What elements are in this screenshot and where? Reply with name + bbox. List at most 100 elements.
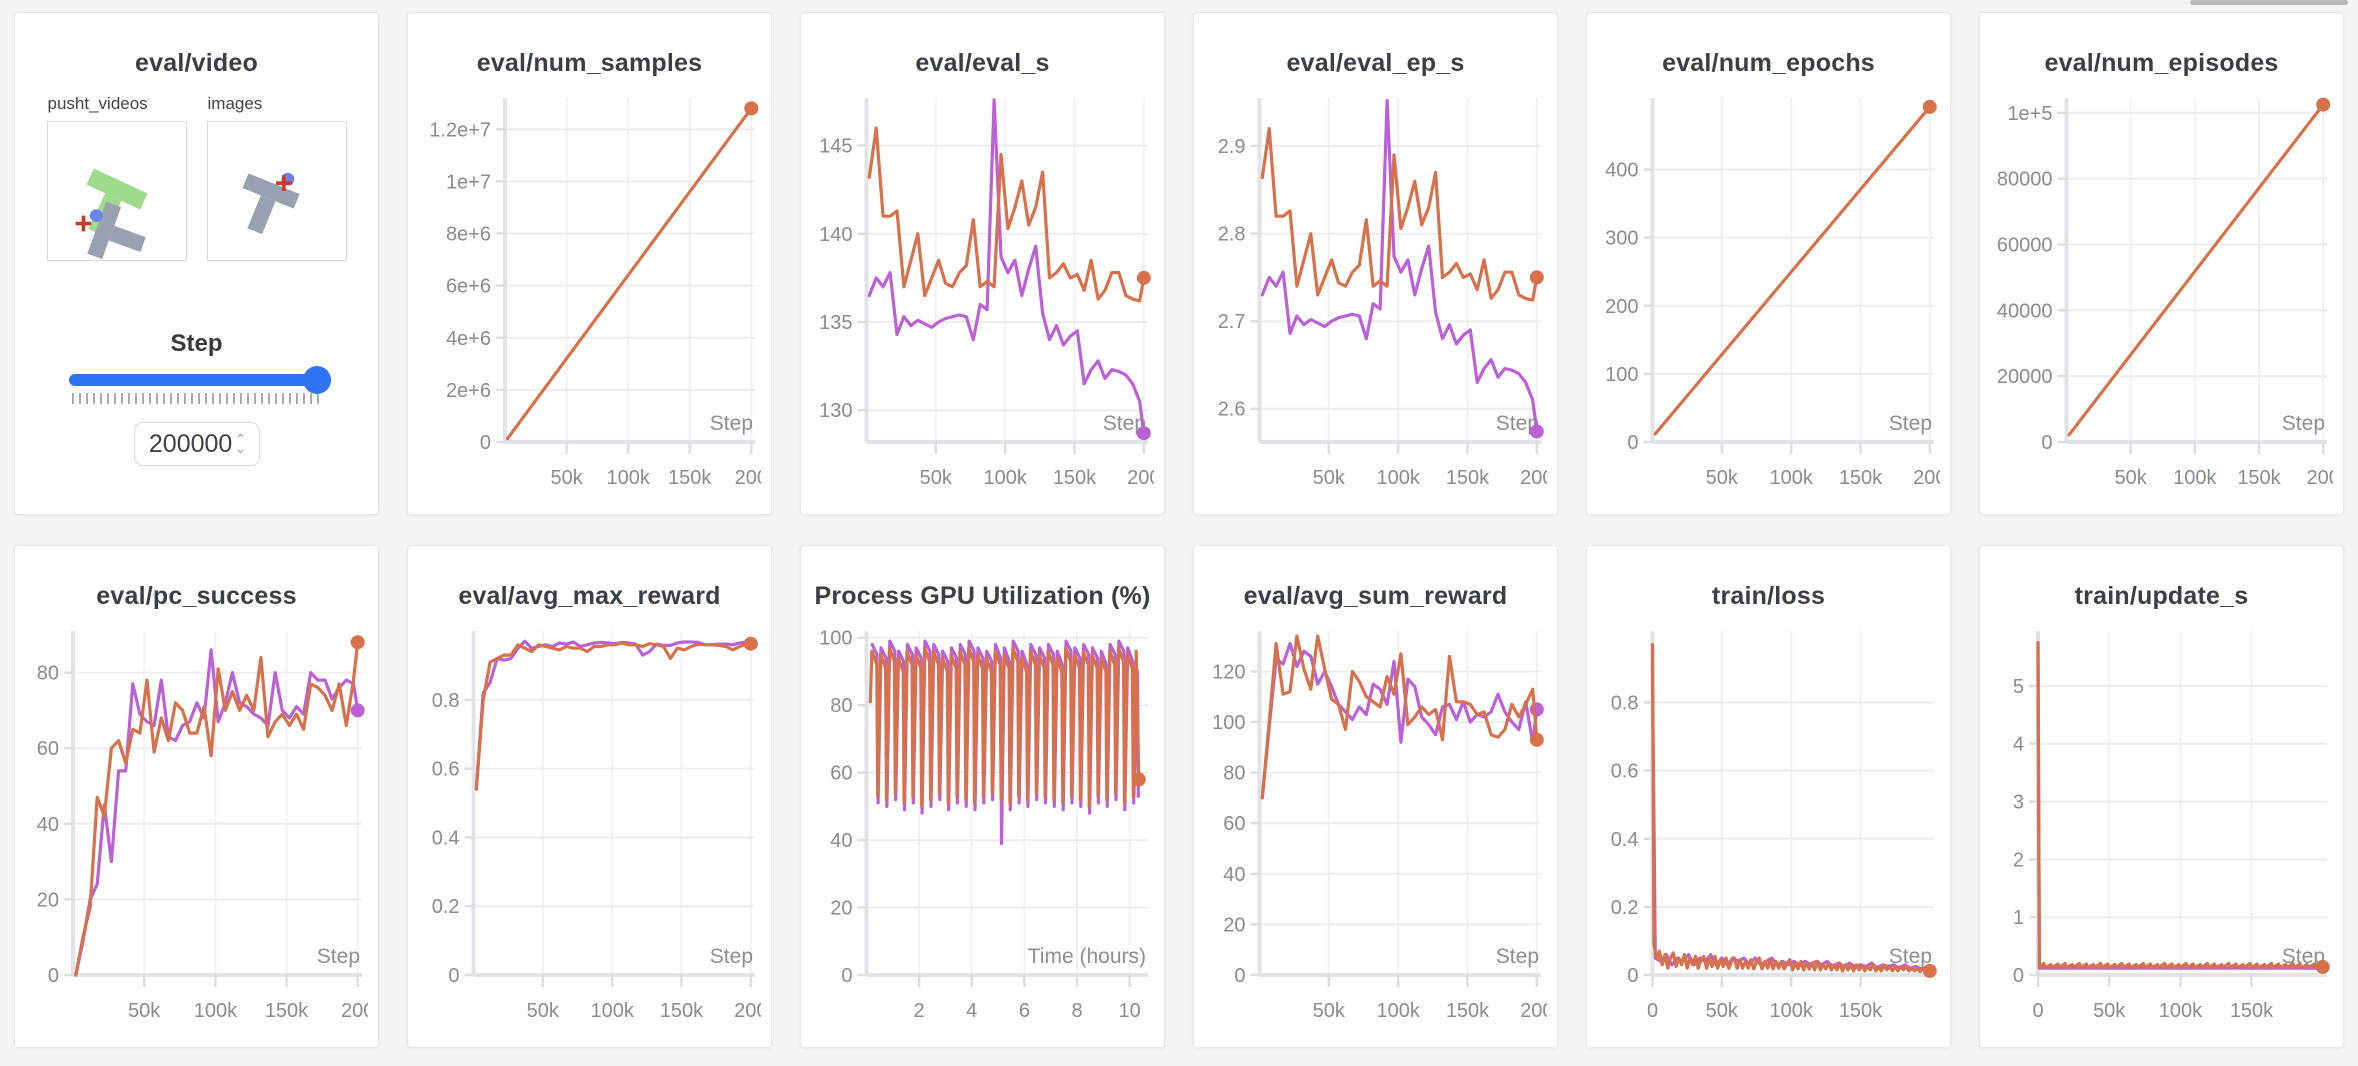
svg-text:100: 100 (1605, 364, 1638, 386)
svg-text:0: 0 (841, 965, 852, 987)
chart-title: train/loss (1711, 582, 1826, 610)
svg-text:0.4: 0.4 (432, 827, 460, 849)
chart-title: train/update_s (2074, 582, 2249, 610)
pusht-video-thumbnail[interactable] (46, 121, 187, 261)
svg-text:300: 300 (1605, 228, 1638, 250)
panel-train-loss: train/loss 0 0.2 0.4 0.6 0.8 0 50k 100k 150k Step (1586, 545, 1951, 1048)
pusht-block-t-shape (86, 201, 146, 260)
panel-eval-avg-sum-reward: eval/avg_sum_reward 0 20 40 60 80 100 120 50k 10… (1193, 545, 1558, 1048)
svg-text:4: 4 (2013, 734, 2024, 756)
eval-num-episodes-chart[interactable]: 0 20000 40000 60000 80000 1e+5 50k 100k 150k 200 S… (1990, 84, 2333, 496)
svg-text:100k: 100k (591, 1000, 635, 1022)
svg-text:Step: Step (1103, 412, 1146, 435)
svg-text:150k: 150k (1053, 467, 1097, 489)
process-gpu-utilization-chart[interactable]: 0 20 40 60 80 100 2 4 6 8 10 Time (hours) (811, 617, 1154, 1029)
svg-text:0.2: 0.2 (432, 896, 460, 918)
stepper-up-icon[interactable]: ⌃ (234, 431, 247, 447)
svg-text:50k: 50k (1313, 1000, 1346, 1022)
svg-text:150k: 150k (1446, 1000, 1490, 1022)
chart-title: eval/eval_ep_s (1286, 49, 1465, 77)
images-thumbnail[interactable] (206, 121, 347, 261)
svg-text:6e+6: 6e+6 (446, 276, 491, 298)
svg-text:50k: 50k (1706, 467, 1739, 489)
svg-text:0: 0 (1647, 1000, 1658, 1022)
train-loss-chart[interactable]: 0 0.2 0.4 0.6 0.8 0 50k 100k 150k Step (1597, 617, 1940, 1029)
svg-text:6: 6 (1019, 1000, 1030, 1022)
svg-text:60: 60 (1223, 813, 1245, 835)
svg-text:200: 200 (734, 1000, 761, 1022)
panel-eval-num-epochs: eval/num_epochs 0 100 200 300 400 50k 100k 150k… (1586, 12, 1951, 515)
svg-text:100k: 100k (1770, 1000, 1814, 1022)
svg-text:3: 3 (2013, 792, 2024, 814)
step-stepper: ⌃ ⌄ (234, 431, 247, 456)
svg-text:150k: 150k (668, 467, 712, 489)
media-pusht-videos: pusht_videos (46, 94, 187, 266)
svg-text:8: 8 (1071, 1000, 1082, 1022)
svg-text:Step: Step (1889, 945, 1932, 968)
svg-text:200: 200 (2307, 467, 2333, 489)
svg-text:40: 40 (1223, 864, 1245, 886)
svg-text:0.8: 0.8 (432, 690, 460, 712)
eval-num-samples-chart[interactable]: 0 2e+6 4e+6 6e+6 8e+6 1e+7 1.2e+7 50k 100k 150k 20… (418, 84, 761, 496)
svg-text:0: 0 (1627, 432, 1638, 454)
svg-text:2.8: 2.8 (1218, 224, 1246, 246)
svg-text:130: 130 (819, 400, 852, 422)
svg-text:4e+6: 4e+6 (446, 328, 491, 350)
target-cross (275, 175, 292, 191)
svg-text:5: 5 (2013, 676, 2024, 698)
svg-text:0: 0 (480, 432, 491, 454)
svg-text:20: 20 (1223, 914, 1245, 936)
svg-text:0.2: 0.2 (1611, 897, 1639, 919)
chart-title: eval/num_samples (476, 49, 703, 77)
svg-text:0: 0 (1627, 965, 1638, 987)
eval-pc-success-chart[interactable]: 0 20 40 60 80 50k 100k 150k 200 Step (25, 617, 368, 1029)
svg-text:100k: 100k (2173, 467, 2217, 489)
svg-text:200: 200 (341, 1000, 368, 1022)
svg-text:150k: 150k (1839, 1000, 1883, 1022)
svg-text:Step: Step (710, 945, 753, 968)
eval-eval-s-chart[interactable]: 130 135 140 145 50k 100k 150k 200 Step (811, 84, 1154, 496)
chart-title: eval/num_epochs (1662, 49, 1875, 77)
svg-text:80: 80 (1223, 763, 1245, 785)
svg-text:2: 2 (2013, 849, 2024, 871)
svg-text:200: 200 (1520, 1000, 1547, 1022)
svg-text:135: 135 (819, 312, 852, 334)
panel-eval-num-episodes: eval/num_episodes 0 20000 40000 60000 80000 1… (1979, 12, 2344, 515)
svg-text:100: 100 (819, 628, 852, 650)
svg-text:145: 145 (819, 136, 852, 158)
horizontal-scrollbar-thumb[interactable] (2190, 0, 2348, 5)
svg-text:Step: Step (1496, 412, 1539, 435)
svg-text:150k: 150k (2237, 467, 2281, 489)
eval-eval-ep-s-chart[interactable]: 2.6 2.7 2.8 2.9 50k 100k 150k 200 Step (1204, 84, 1547, 496)
svg-text:200: 200 (1913, 467, 1940, 489)
svg-text:50k: 50k (2093, 1000, 2126, 1022)
stepper-down-icon[interactable]: ⌄ (234, 440, 247, 456)
eval-avg-sum-reward-chart[interactable]: 0 20 40 60 80 100 120 50k 100k 150k 200 Step (1204, 617, 1547, 1029)
svg-text:2e+6: 2e+6 (446, 380, 491, 402)
svg-text:50k: 50k (527, 1000, 560, 1022)
svg-text:40: 40 (830, 830, 852, 852)
chart-title: eval/pc_success (96, 582, 297, 610)
svg-text:0.8: 0.8 (1611, 693, 1639, 715)
svg-text:0: 0 (2013, 965, 2024, 987)
svg-text:0: 0 (448, 965, 459, 987)
svg-text:50k: 50k (128, 1000, 161, 1022)
panel-eval-num-samples: eval/num_samples 0 2e+6 4e+6 6e+6 8e+6 1e+7 1.… (407, 12, 772, 515)
step-input[interactable] (146, 428, 235, 460)
svg-text:60: 60 (37, 738, 59, 760)
eval-num-epochs-chart[interactable]: 0 100 200 300 400 50k 100k 150k 200 Step (1597, 84, 1940, 496)
svg-text:0: 0 (2032, 1000, 2043, 1022)
svg-text:Step: Step (2282, 412, 2325, 435)
chart-title: Process GPU Utilization (%) (814, 582, 1151, 610)
svg-text:40: 40 (37, 814, 59, 836)
agent-dot (89, 209, 103, 223)
step-slider-thumb[interactable] (302, 366, 331, 394)
step-slider[interactable] (68, 366, 331, 394)
media-label: images (207, 94, 263, 113)
svg-text:4: 4 (966, 1000, 977, 1022)
svg-text:0: 0 (48, 965, 59, 987)
panel-eval-pc-success: eval/pc_success 0 20 40 60 80 50k 100k 150k 200 S… (14, 545, 379, 1048)
eval-avg-max-reward-chart[interactable]: 0 0.2 0.4 0.6 0.8 50k 100k 150k 200 Step (418, 617, 761, 1029)
panel-eval-avg-max-reward: eval/avg_max_reward 0 0.2 0.4 0.6 0.8 50k 100k… (407, 545, 772, 1048)
